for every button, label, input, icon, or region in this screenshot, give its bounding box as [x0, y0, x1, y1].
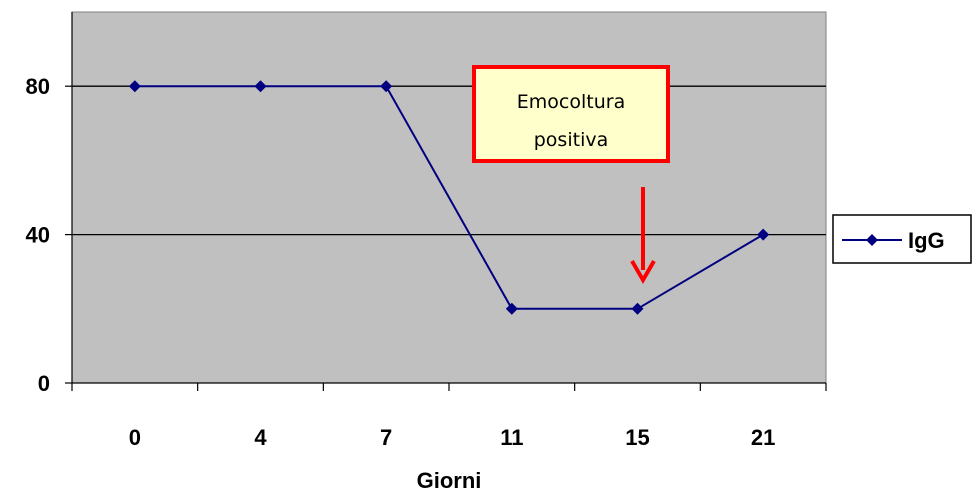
x-tick-label-4: 4: [254, 425, 267, 450]
annotation-arrow-head: [630, 259, 656, 284]
series-layer: [128, 80, 770, 315]
annotation-line-1: Emocoltura: [517, 91, 625, 113]
x-axis-title: Giorni: [417, 468, 482, 493]
annotation-box: [472, 65, 670, 163]
y-tick-label-0: 0: [38, 371, 50, 396]
x-tick-label-7: 7: [380, 425, 392, 450]
data-point-0: [128, 80, 141, 93]
y-tick-label-80: 80: [26, 74, 50, 99]
x-tick-label-21: 21: [751, 425, 775, 450]
series-line-IgG: [134, 85, 764, 310]
data-point-7: [380, 80, 393, 93]
data-point-11: [505, 302, 518, 315]
x-ticks: 0 4 7 11 15 21: [71, 383, 827, 450]
annotation-callout: Emocoltura positiva: [472, 65, 670, 284]
legend-label: IgG: [908, 228, 945, 253]
data-point-21: [757, 228, 770, 241]
x-tick-label-0: 0: [129, 425, 141, 450]
data-point-4: [254, 80, 267, 93]
x-tick-label-11: 11: [500, 425, 523, 450]
y-tick-label-40: 40: [26, 223, 50, 248]
x-tick-label-15: 15: [625, 425, 649, 450]
data-point-15: [631, 302, 644, 315]
legend: IgG: [832, 214, 972, 264]
annotation-line-2: positiva: [534, 129, 608, 151]
legend-marker: [866, 234, 878, 246]
y-ticks: 0 40 80: [26, 74, 72, 396]
